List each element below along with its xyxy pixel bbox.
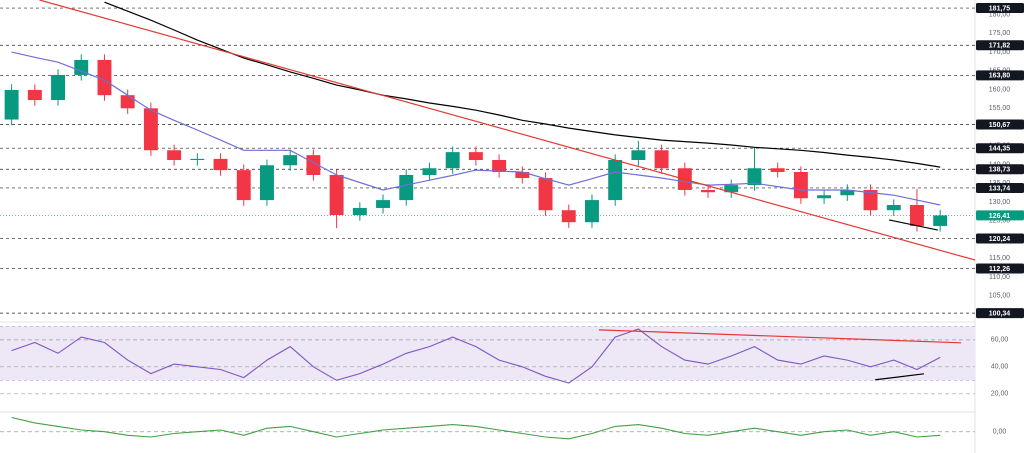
level-label: 171,82 [989, 43, 1011, 50]
candle-body [793, 171, 808, 199]
candle-body [329, 174, 344, 216]
candle-body [515, 171, 530, 178]
candle-body [910, 204, 924, 226]
candle-body [97, 59, 112, 96]
candle-body [445, 152, 460, 169]
candle-body [840, 189, 855, 196]
y-tick-label: 130,00 [989, 199, 1011, 206]
indicator-line [11, 51, 941, 206]
indicator-line [104, 1, 941, 168]
trendline [888, 219, 938, 231]
trendline [598, 329, 962, 344]
candle-body [654, 150, 669, 169]
trendline [875, 373, 925, 381]
level-label: 181,75 [989, 5, 1011, 12]
candle-body [492, 160, 507, 172]
candle-body [863, 189, 878, 211]
y-tick-label: 115,00 [989, 255, 1010, 262]
candle-body [74, 59, 89, 75]
level-label-bg [976, 308, 1024, 319]
level-label-bg [976, 233, 1024, 244]
y-tick-label: 40,00 [991, 364, 1009, 371]
level-label: 163,80 [989, 73, 1011, 80]
y-tick-label: 170,00 [989, 49, 1011, 56]
candle-body [817, 195, 832, 199]
trendline [39, 0, 975, 261]
last-price-bg [976, 210, 1024, 221]
level-label-bg [976, 70, 1024, 81]
candle-body [933, 215, 948, 226]
y-tick-label: 160,00 [989, 86, 1011, 93]
last-price-label: 126,41 [989, 213, 1011, 220]
candle-body [376, 200, 390, 208]
candle-body [631, 150, 646, 160]
level-label: 100,34 [989, 310, 1011, 317]
y-tick-label: 60,00 [991, 337, 1009, 344]
y-tick-label: 105,00 [989, 292, 1011, 299]
level-label-bg [976, 119, 1024, 130]
panel [0, 326, 975, 395]
y-tick-label: 155,00 [989, 105, 1011, 112]
level-label: 133,74 [989, 185, 1011, 192]
candle-body [236, 170, 251, 201]
candle-body [422, 168, 437, 175]
candle-body [190, 158, 205, 160]
candle-body [608, 160, 623, 201]
candle-body [143, 108, 158, 151]
candle-body [399, 174, 414, 201]
candle-body [260, 165, 274, 201]
y-tick-label: 20,00 [991, 391, 1009, 398]
candle-body [886, 204, 901, 211]
candle-body [283, 155, 298, 166]
level-label-bg [976, 3, 1024, 14]
level-label: 138,73 [989, 167, 1011, 174]
candle-body [585, 200, 599, 223]
candle-body [561, 210, 576, 223]
level-label-bg [976, 143, 1024, 154]
level-label-bg [976, 182, 1024, 193]
candle-body [51, 74, 65, 101]
y-tick-label: 180,00 [989, 11, 1011, 18]
candle-body [4, 89, 19, 120]
candle-body [213, 158, 228, 171]
level-label: 150,67 [989, 122, 1011, 129]
indicator-line [11, 328, 941, 384]
y-tick-label: 175,00 [989, 30, 1011, 37]
level-label: 144,35 [989, 146, 1011, 153]
candle-body [120, 95, 135, 109]
panel [0, 416, 975, 440]
candle-body [701, 189, 715, 193]
panel [0, 0, 975, 314]
level-label-bg [976, 40, 1024, 51]
candle-body [770, 168, 785, 172]
y-tick-label: 0,00 [993, 429, 1007, 436]
indicator-line [11, 416, 941, 440]
level-label: 112,26 [989, 266, 1010, 273]
candle-body [27, 89, 42, 101]
level-label: 120,24 [989, 236, 1011, 243]
candle-body [538, 177, 553, 211]
candle-body [468, 152, 483, 160]
candle-body [167, 150, 182, 160]
candle-body [352, 207, 367, 216]
level-label-bg [976, 164, 1024, 175]
y-tick-label: 125,00 [989, 218, 1011, 225]
candle-body [747, 168, 762, 186]
level-label-bg [976, 263, 1024, 274]
candle-body [724, 185, 739, 193]
y-tick-label: 110,00 [989, 274, 1010, 281]
